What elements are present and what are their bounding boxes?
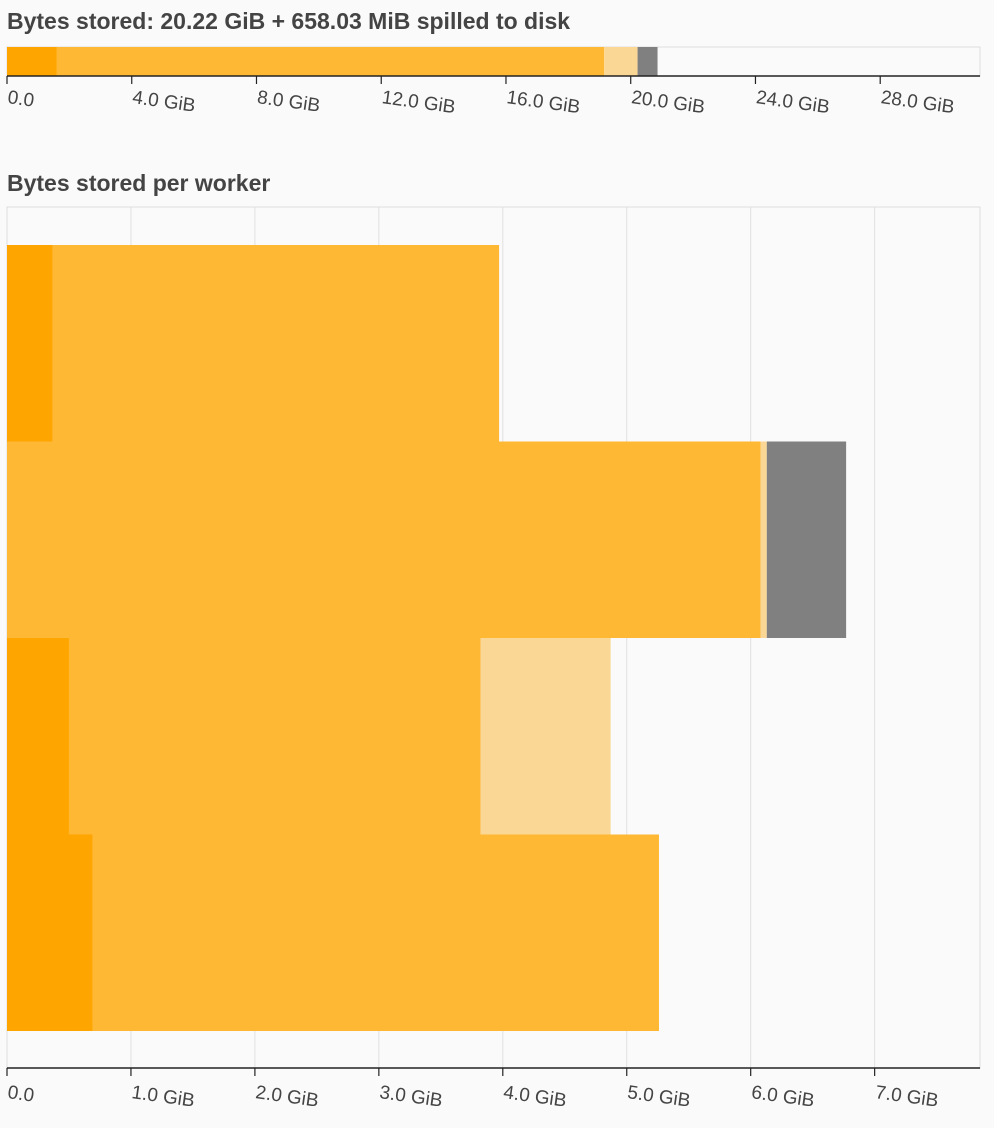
worker-3-unmanaged_old-bar [68, 638, 481, 835]
x-tick-label: 0.0 [6, 1082, 35, 1106]
x-tick-label: 7.0 GiB [874, 1082, 940, 1112]
x-tick-label: 2.0 GiB [254, 1082, 320, 1112]
x-tick-label: 3.0 GiB [378, 1082, 444, 1112]
worker-4-unmanaged_old-bar [92, 834, 659, 1031]
worker-4-managed-bar [7, 834, 93, 1031]
worker-2-unmanaged_recent-bar [760, 441, 767, 638]
worker-1-unmanaged_old-bar [52, 245, 500, 442]
x-tick-label: 0.0 [6, 87, 35, 111]
x-tick-label: 1.0 GiB [130, 1082, 196, 1112]
worker-2-spilled-bar [766, 441, 847, 638]
worker-3-unmanaged_recent-bar [480, 638, 611, 835]
worker-3-managed-bar [7, 638, 69, 835]
cluster-bytes-title: Bytes stored: 20.22 GiB + 658.03 MiB spi… [7, 8, 571, 34]
cluster-bytes-chart: 0.0 4.0 GiB 8.0 GiB 12.0 GiB 16.0 GiB 20.0 Gi… [6, 46, 981, 118]
x-tick-label: 5.0 GiB [626, 1082, 692, 1112]
worker-1-managed-bar [7, 245, 53, 442]
bar-segment-memory_unmanaged_old [56, 47, 605, 76]
bar-segment-memory_unmanaged_recent [604, 47, 638, 76]
x-tick-label: 4.0 GiB [502, 1082, 568, 1112]
worker-bytes-title: Bytes stored per worker [7, 170, 271, 196]
bar-segment-spilled [637, 47, 658, 76]
worker-2-unmanaged_old-bar [7, 441, 761, 638]
x-tick-label: 6.0 GiB [750, 1082, 816, 1112]
bar-segment-memory_managed [7, 47, 57, 76]
